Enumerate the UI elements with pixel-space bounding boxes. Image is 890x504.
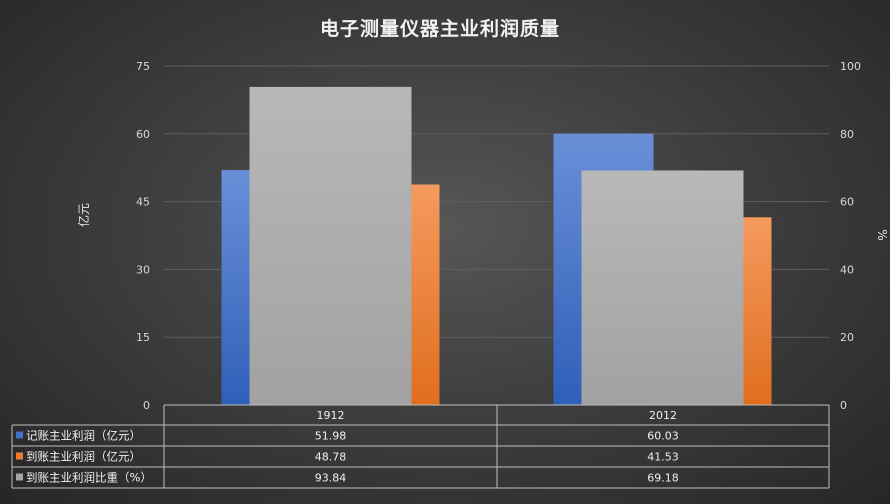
right-tick-label: 100 bbox=[840, 60, 861, 73]
data-label: 48.78 bbox=[315, 451, 347, 464]
right-axis-label: % bbox=[875, 229, 889, 240]
data-label: 93.84 bbox=[315, 472, 347, 485]
category-label: 1912 bbox=[317, 409, 345, 422]
data-label: 69.18 bbox=[647, 472, 679, 485]
legend-label: 到账主业利润比重（%） bbox=[26, 471, 152, 485]
data-label: 51.98 bbox=[315, 430, 347, 443]
right-tick-label: 40 bbox=[840, 263, 854, 276]
left-axis-ticks: 0 15 30 45 60 75 bbox=[136, 60, 150, 412]
bar-到账主业利润比重（%） bbox=[581, 170, 744, 405]
data-label: 60.03 bbox=[647, 430, 679, 443]
chart-title: 电子测量仪器主业利润质量 bbox=[320, 17, 560, 40]
right-tick-label: 60 bbox=[840, 196, 854, 209]
left-tick-label: 75 bbox=[136, 60, 150, 73]
left-tick-label: 15 bbox=[136, 331, 150, 344]
left-axis-label: 亿元 bbox=[76, 203, 91, 227]
right-tick-label: 0 bbox=[840, 399, 847, 412]
legend-label: 记账主业利润（亿元） bbox=[26, 429, 141, 443]
legend-label: 到账主业利润（亿元） bbox=[26, 450, 141, 464]
right-tick-label: 20 bbox=[840, 331, 854, 344]
legend-swatch bbox=[16, 452, 23, 460]
category-label: 2012 bbox=[649, 409, 677, 422]
bars-layer bbox=[221, 86, 772, 406]
data-table: 1912 2012 记账主业利润（亿元） 51.98 60.03 到账主业利润（亿元） 48… bbox=[11, 404, 830, 489]
left-tick-label: 30 bbox=[136, 263, 150, 276]
left-tick-label: 45 bbox=[136, 196, 150, 209]
right-axis-ticks: 0 20 40 60 80 100 bbox=[840, 60, 861, 412]
left-tick-label: 60 bbox=[136, 128, 150, 141]
legend-swatch bbox=[16, 431, 23, 439]
left-tick-label: 0 bbox=[143, 399, 150, 412]
data-label: 41.53 bbox=[647, 451, 679, 464]
right-tick-label: 80 bbox=[840, 128, 854, 141]
bar-到账主业利润比重（%） bbox=[249, 86, 412, 406]
legend-swatch bbox=[16, 473, 23, 481]
